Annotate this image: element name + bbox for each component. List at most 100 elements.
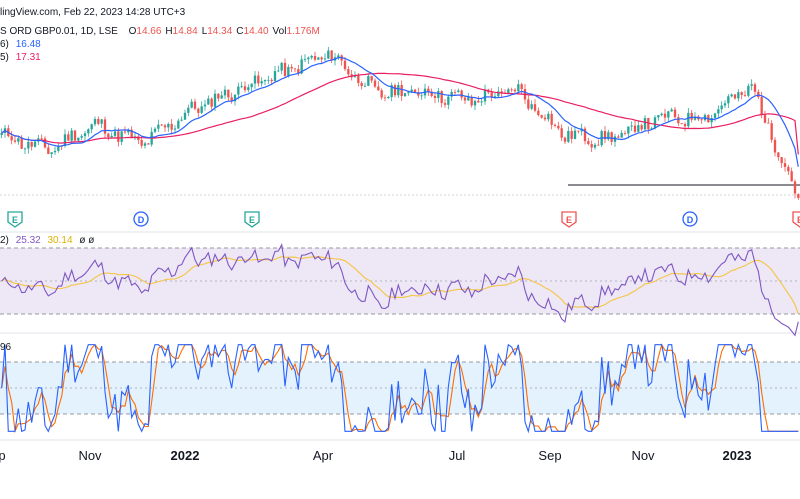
candle (97, 118, 100, 124)
candle (180, 119, 183, 121)
candle (227, 89, 230, 98)
rsi-value: 25.32 (16, 235, 41, 246)
event-marker-letter: E (249, 215, 255, 225)
candle (73, 130, 77, 141)
candle (603, 131, 607, 140)
candle (213, 93, 217, 107)
candle (457, 90, 460, 93)
candle (610, 132, 613, 142)
candle (90, 124, 93, 130)
ohlc-value-vol: 1.176M (286, 26, 319, 37)
earnings-marker-icon[interactable]: E (792, 211, 800, 228)
dividend-marker-icon[interactable]: D (682, 211, 698, 227)
event-marker-letter: E (12, 215, 18, 225)
candle (493, 96, 497, 98)
dividend-marker-icon[interactable]: D (133, 211, 149, 227)
candle (347, 69, 350, 75)
candle (30, 141, 33, 147)
candle (153, 128, 157, 132)
candle (783, 163, 787, 167)
candle (293, 68, 297, 70)
candle (207, 98, 210, 105)
candle (647, 118, 650, 130)
candle (223, 89, 227, 96)
candle (273, 71, 277, 82)
event-markers: EDEEDE (7, 211, 800, 228)
candle (57, 145, 60, 151)
candle (370, 76, 373, 81)
ohlc-value-c: 14.40 (244, 26, 269, 37)
candle (113, 131, 117, 136)
candle (630, 125, 633, 127)
candle (270, 79, 273, 82)
candle (300, 59, 303, 74)
rsi-signal-value: 30.14 (48, 235, 73, 246)
ohlc-label-vol: Vol (273, 26, 287, 37)
earnings-marker-icon[interactable]: E (244, 211, 260, 228)
candle (327, 50, 330, 59)
candle (390, 85, 393, 97)
svg-text:S ORD GBP0.01, 1D, LSE O: S ORD GBP0.01, 1D, LSE O14.66 H14.84 L14.3… (0, 26, 320, 37)
svg-text:5) 17.31: 5) 17.31 (0, 52, 41, 63)
candle (497, 91, 500, 97)
candle (683, 123, 687, 127)
candle (560, 128, 563, 138)
candle (197, 108, 200, 113)
candle (627, 126, 630, 134)
earnings-marker-icon[interactable]: E (7, 211, 23, 228)
ohlc-label-o: O (129, 26, 137, 37)
earnings-marker-icon[interactable]: E (561, 211, 577, 228)
candle (770, 123, 773, 140)
rsi-line (1, 243, 799, 337)
candle (463, 97, 467, 101)
candle (250, 83, 253, 88)
candle (317, 57, 320, 60)
candle (447, 96, 450, 105)
chart-header: lingView.com, Feb 22, 2023 14:28 UTC+3 S… (0, 7, 320, 63)
candle (410, 89, 413, 93)
candle (713, 113, 717, 119)
candle (263, 79, 267, 82)
candle (593, 144, 597, 148)
candle (580, 128, 583, 132)
candle (480, 101, 483, 103)
candle (733, 94, 737, 99)
candle (583, 128, 587, 142)
candle (550, 113, 553, 125)
candle (70, 130, 73, 141)
candle (13, 140, 17, 142)
candle (203, 104, 207, 107)
candle (453, 91, 457, 93)
ma-slow-label: 5) (0, 52, 9, 63)
candle (47, 147, 50, 155)
candle (403, 93, 407, 97)
candle (23, 148, 27, 150)
candle (170, 123, 173, 130)
ma-slow-line (1, 72, 799, 155)
candle (143, 143, 147, 146)
candle (40, 138, 43, 140)
candle (83, 133, 87, 137)
candle (313, 55, 317, 60)
candle (230, 97, 233, 102)
candle (297, 69, 300, 74)
candle (357, 75, 360, 83)
candle (87, 129, 90, 134)
candle (750, 84, 753, 86)
time-axis-label: 2022 (171, 448, 200, 463)
candle (710, 118, 713, 123)
candle (633, 125, 637, 132)
rsi-legend-label: 2) (0, 235, 9, 246)
candle (283, 62, 287, 76)
ohlc-label-h: H (165, 26, 172, 37)
candle (147, 143, 150, 145)
candle (187, 107, 190, 113)
svg-text:6) 16.48: 6) 16.48 (0, 39, 41, 50)
candle (690, 112, 693, 120)
candle (343, 60, 347, 70)
candle (467, 96, 470, 101)
candle (500, 91, 503, 93)
candle (63, 134, 67, 147)
candle (693, 116, 697, 120)
candle (323, 58, 327, 60)
